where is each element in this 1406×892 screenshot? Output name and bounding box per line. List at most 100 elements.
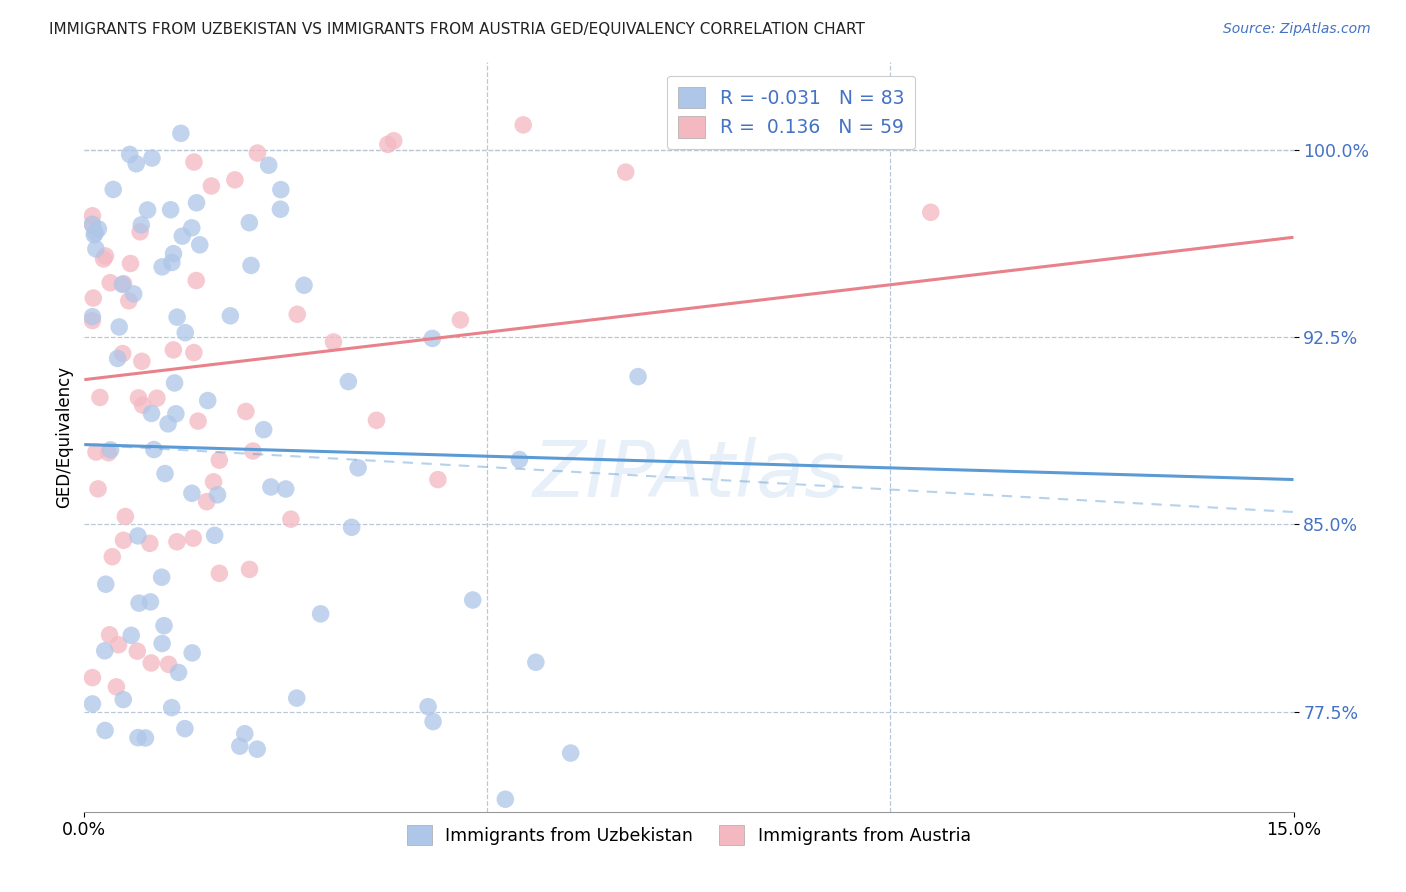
Point: [111, 277, 134, 292]
Point: [141, 406, 163, 420]
Point: [340, 520, 363, 534]
Point: [150, 570, 173, 584]
Point: [165, 407, 187, 421]
Point: [118, 147, 141, 161]
Point: [120, 256, 142, 270]
Point: [270, 183, 292, 197]
Point: [97, 446, 120, 460]
Point: [157, 417, 180, 431]
Point: [82, 291, 104, 305]
Point: [93, 252, 115, 266]
Point: [98, 628, 121, 642]
Point: [204, 528, 226, 542]
Point: [107, 638, 129, 652]
Point: [103, 182, 125, 196]
Point: [150, 636, 173, 650]
Point: [83, 227, 105, 242]
Point: [128, 596, 150, 610]
Point: [127, 644, 149, 658]
Point: [508, 452, 530, 467]
Point: [87, 222, 110, 236]
Point: [139, 595, 162, 609]
Point: [127, 731, 149, 745]
Point: [366, 413, 388, 427]
Point: [112, 533, 135, 548]
Point: [150, 260, 173, 274]
Point: [136, 202, 159, 217]
Point: [114, 509, 136, 524]
Point: [449, 313, 471, 327]
Point: [167, 665, 190, 680]
Point: [172, 229, 194, 244]
Point: [920, 205, 942, 219]
Point: [208, 453, 231, 467]
Point: [131, 354, 153, 368]
Point: [146, 391, 169, 405]
Point: [166, 310, 188, 325]
Point: [174, 326, 197, 340]
Point: [107, 351, 129, 366]
Point: [141, 656, 163, 670]
Point: [260, 480, 283, 494]
Point: [87, 482, 110, 496]
Point: [347, 461, 370, 475]
Point: [246, 742, 269, 756]
Point: [160, 700, 183, 714]
Point: [416, 699, 439, 714]
Point: [112, 277, 135, 291]
Point: [524, 655, 547, 669]
Point: [195, 494, 218, 508]
Point: [253, 423, 276, 437]
Point: [233, 727, 256, 741]
Point: [207, 488, 229, 502]
Point: [494, 792, 516, 806]
Point: [627, 369, 650, 384]
Point: [166, 534, 188, 549]
Point: [183, 155, 205, 169]
Point: [82, 697, 104, 711]
Point: [98, 276, 121, 290]
Point: [229, 739, 252, 753]
Point: [183, 345, 205, 359]
Point: [127, 391, 149, 405]
Point: [101, 549, 124, 564]
Point: [94, 577, 117, 591]
Point: [219, 309, 242, 323]
Point: [274, 482, 297, 496]
Point: [82, 671, 104, 685]
Point: [224, 173, 246, 187]
Text: Source: ZipAtlas.com: Source: ZipAtlas.com: [1223, 22, 1371, 37]
Point: [197, 393, 219, 408]
Point: [94, 249, 117, 263]
Point: [242, 444, 264, 458]
Point: [112, 692, 135, 706]
Point: [84, 445, 107, 459]
Point: [188, 237, 211, 252]
Point: [108, 320, 131, 334]
Point: [170, 126, 193, 140]
Point: [180, 486, 202, 500]
Point: [89, 391, 111, 405]
Point: [142, 442, 165, 457]
Point: [614, 165, 637, 179]
Point: [181, 646, 204, 660]
Point: [200, 178, 222, 193]
Point: [82, 310, 104, 324]
Point: [235, 404, 257, 418]
Point: [157, 657, 180, 672]
Point: [129, 225, 152, 239]
Point: [422, 714, 444, 729]
Point: [257, 158, 280, 172]
Point: [180, 220, 202, 235]
Point: [139, 536, 162, 550]
Point: [82, 209, 104, 223]
Point: [118, 293, 141, 308]
Point: [100, 442, 122, 457]
Point: [153, 467, 176, 481]
Point: [94, 723, 117, 738]
Point: [160, 255, 183, 269]
Text: IMMIGRANTS FROM UZBEKISTAN VS IMMIGRANTS FROM AUSTRIA GED/EQUIVALENCY CORRELATIO: IMMIGRANTS FROM UZBEKISTAN VS IMMIGRANTS…: [49, 22, 865, 37]
Y-axis label: GED/Equivalency: GED/Equivalency: [55, 366, 73, 508]
Point: [285, 307, 308, 321]
Point: [127, 529, 149, 543]
